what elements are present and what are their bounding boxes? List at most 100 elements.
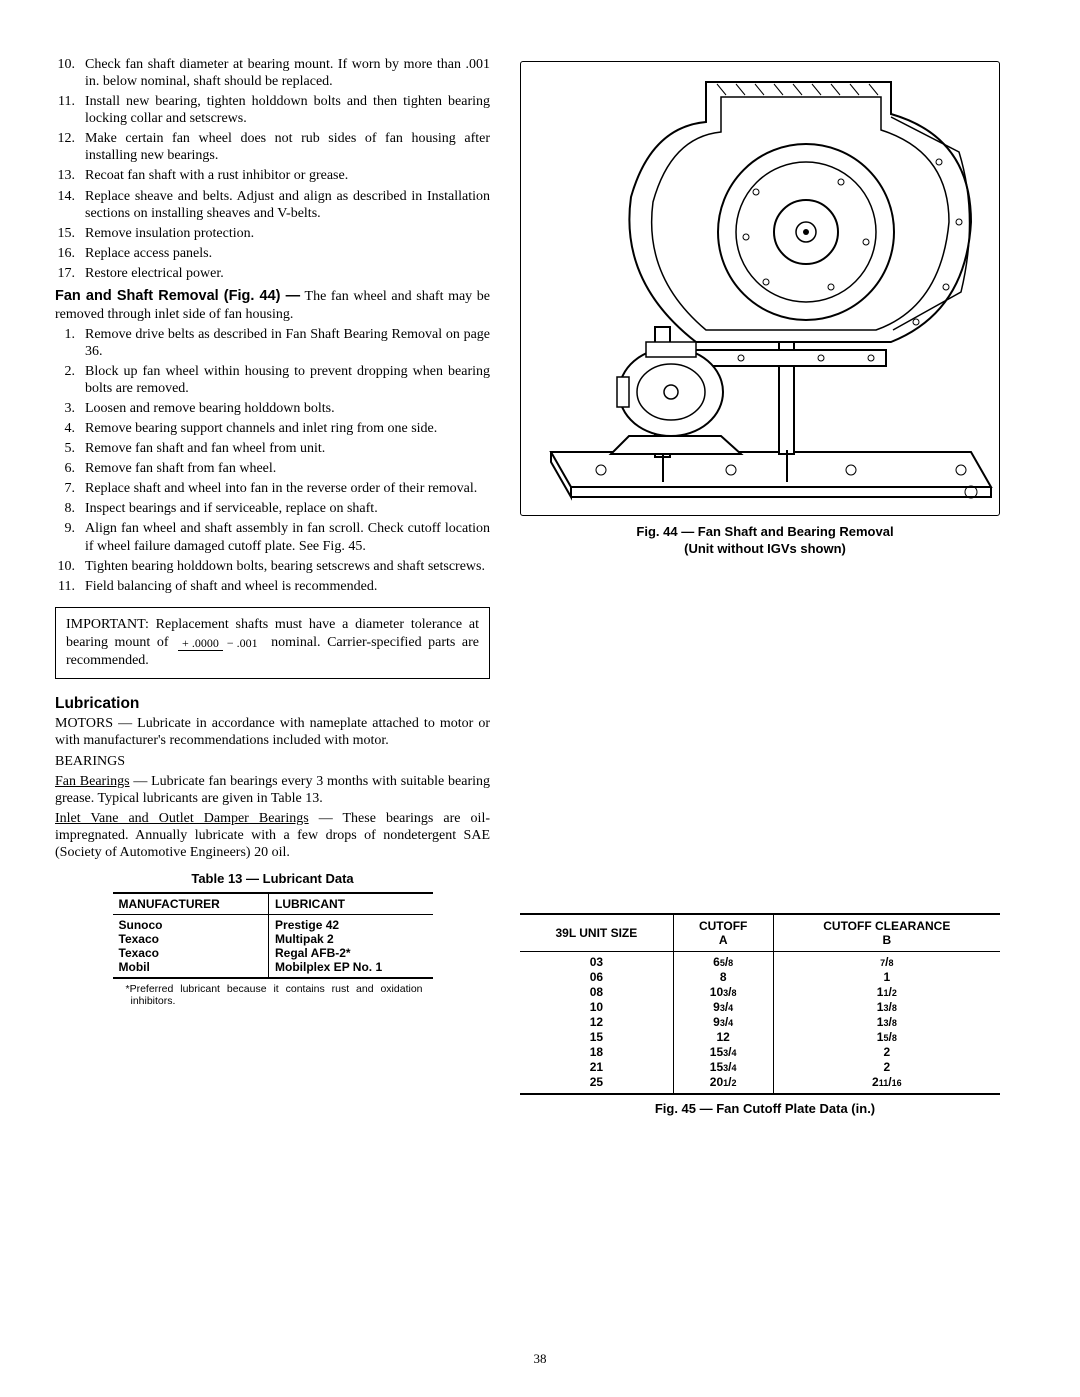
cell-size: 25 — [520, 1075, 673, 1094]
list-item: 6.Remove fan shaft from fan wheel. — [55, 460, 490, 477]
cell-size: 03 — [520, 951, 673, 970]
cell-a: 93/4 — [673, 1015, 773, 1030]
cell-a: 153/4 — [673, 1060, 773, 1075]
item-number: 13. — [55, 167, 85, 184]
inlet-vane-paragraph: Inlet Vane and Outlet Damper Bearings — … — [55, 810, 490, 861]
item-text: Tighten bearing holddown bolts, bearing … — [85, 558, 490, 575]
item-number: 8. — [55, 500, 85, 517]
table-row: MobilMobilplex EP No. 1 — [113, 960, 433, 978]
important-note-box: IMPORTANT: Replacement shafts must have … — [55, 607, 490, 680]
cell-size: 08 — [520, 985, 673, 1000]
table-row: 0365/87/8 — [520, 951, 1000, 970]
item-text: Replace shaft and wheel into fan in the … — [85, 480, 490, 497]
fig-44-caption-line1: Fig. 44 — Fan Shaft and Bearing Removal — [636, 524, 893, 539]
item-text: Remove insulation protection. — [85, 225, 490, 242]
item-text: Field balancing of shaft and wheel is re… — [85, 578, 490, 595]
item-number: 14. — [55, 188, 85, 222]
cell-lubricant: Multipak 2 — [269, 932, 433, 946]
figure-44-diagram — [520, 61, 1000, 516]
table-13-footnote: *Preferred lubricant because it contains… — [123, 983, 423, 1007]
cell-b: 13/8 — [773, 1000, 1000, 1015]
section-heading: Fan and Shaft Removal (Fig. 44) — — [55, 288, 300, 304]
item-number: 12. — [55, 130, 85, 164]
cell-lubricant: Prestige 42 — [269, 914, 433, 932]
item-text: Replace sheave and belts. Adjust and ali… — [85, 188, 490, 222]
table-row: TexacoRegal AFB-2* — [113, 946, 433, 960]
item-text: Check fan shaft diameter at bearing moun… — [85, 56, 490, 90]
item-number: 16. — [55, 245, 85, 262]
cell-size: 15 — [520, 1030, 673, 1045]
list-item: 9.Align fan wheel and shaft assembly in … — [55, 520, 490, 554]
table-row: TexacoMultipak 2 — [113, 932, 433, 946]
cell-b: 211/16 — [773, 1075, 1000, 1094]
cell-b: 2 — [773, 1045, 1000, 1060]
item-text: Loosen and remove bearing holddown bolts… — [85, 400, 490, 417]
fan-bearings-paragraph: Fan Bearings — Lubricate fan bearings ev… — [55, 773, 490, 807]
item-number: 3. — [55, 400, 85, 417]
fig-44-caption-line2: (Unit without IGVs shown) — [684, 541, 846, 556]
item-text: Remove drive belts as described in Fan S… — [85, 326, 490, 360]
lubrication-section: Lubrication MOTORS — Lubricate in accord… — [55, 695, 490, 861]
list-item: 5.Remove fan shaft and fan wheel from un… — [55, 440, 490, 457]
list-item: 10.Tighten bearing holddown bolts, beari… — [55, 558, 490, 575]
table-row: 151215/8 — [520, 1030, 1000, 1045]
list-item: 10.Check fan shaft diameter at bearing m… — [55, 56, 490, 90]
table-row: 1293/413/8 — [520, 1015, 1000, 1030]
table-13-caption: Table 13 — Lubricant Data — [55, 871, 490, 886]
item-number: 11. — [55, 578, 85, 595]
inlet-vane-underline: Inlet Vane and Outlet Damper Bearings — [55, 811, 309, 826]
list-item: 11.Install new bearing, tighten holddown… — [55, 93, 490, 127]
fan-assembly-svg — [521, 62, 1000, 516]
figure-44-caption: Fig. 44 — Fan Shaft and Bearing Removal … — [520, 524, 1010, 558]
cutoff-plate-table: 39L UNIT SIZE CUTOFFA CUTOFF CLEARANCEB … — [520, 913, 1000, 1095]
item-text: Inspect bearings and if serviceable, rep… — [85, 500, 490, 517]
bearings-subhead: BEARINGS — [55, 753, 490, 770]
lubrication-heading: Lubrication — [55, 695, 490, 713]
cell-b: 7/8 — [773, 951, 1000, 970]
cell-lubricant: Mobilplex EP No. 1 — [269, 960, 433, 978]
fraction-top: + .0000 — [178, 636, 223, 651]
item-text: Install new bearing, tighten holddown bo… — [85, 93, 490, 127]
table-row: 25201/2211/16 — [520, 1075, 1000, 1094]
cell-manufacturer: Texaco — [113, 932, 269, 946]
header-unit-size: 39L UNIT SIZE — [520, 914, 673, 952]
cell-a: 65/8 — [673, 951, 773, 970]
cell-b: 11/2 — [773, 985, 1000, 1000]
fan-bearings-underline: Fan Bearings — [55, 774, 130, 789]
item-text: Remove fan shaft and fan wheel from unit… — [85, 440, 490, 457]
item-number: 7. — [55, 480, 85, 497]
cell-lubricant: Regal AFB-2* — [269, 946, 433, 960]
table-row: 1093/413/8 — [520, 1000, 1000, 1015]
fan-shaft-removal-heading: Fan and Shaft Removal (Fig. 44) — The fa… — [55, 288, 490, 323]
cell-a: 153/4 — [673, 1045, 773, 1060]
list-item: 17.Restore electrical power. — [55, 265, 490, 282]
table-row: 21153/42 — [520, 1060, 1000, 1075]
item-number: 9. — [55, 520, 85, 554]
item-text: Recoat fan shaft with a rust inhibitor o… — [85, 167, 490, 184]
left-column: 10.Check fan shaft diameter at bearing m… — [55, 56, 490, 1118]
right-column: Fig. 44 — Fan Shaft and Bearing Removal … — [520, 56, 1010, 1118]
cell-size: 12 — [520, 1015, 673, 1030]
item-number: 15. — [55, 225, 85, 242]
motors-paragraph: MOTORS — Lubricate in accordance with na… — [55, 715, 490, 749]
figure-45-caption: Fig. 45 — Fan Cutoff Plate Data (in.) — [520, 1101, 1010, 1118]
item-text: Remove bearing support channels and inle… — [85, 420, 490, 437]
cell-size: 10 — [520, 1000, 673, 1015]
cell-a: 93/4 — [673, 1000, 773, 1015]
table-row: 0681 — [520, 970, 1000, 985]
cell-a: 8 — [673, 970, 773, 985]
item-number: 10. — [55, 558, 85, 575]
item-number: 10. — [55, 56, 85, 90]
item-text: Block up fan wheel within housing to pre… — [85, 363, 490, 397]
tolerance-fraction: + .0000− .001 — [178, 637, 262, 649]
lubricant-table: MANUFACTURER LUBRICANT SunocoPrestige 42… — [113, 892, 433, 979]
fan-shaft-removal-list: 1.Remove drive belts as described in Fan… — [55, 326, 490, 595]
list-item: 15.Remove insulation protection. — [55, 225, 490, 242]
item-number: 17. — [55, 265, 85, 282]
list-item: 3.Loosen and remove bearing holddown bol… — [55, 400, 490, 417]
list-item: 11.Field balancing of shaft and wheel is… — [55, 578, 490, 595]
cell-b: 1 — [773, 970, 1000, 985]
table-row: SunocoPrestige 42 — [113, 914, 433, 932]
item-number: 5. — [55, 440, 85, 457]
cell-size: 21 — [520, 1060, 673, 1075]
